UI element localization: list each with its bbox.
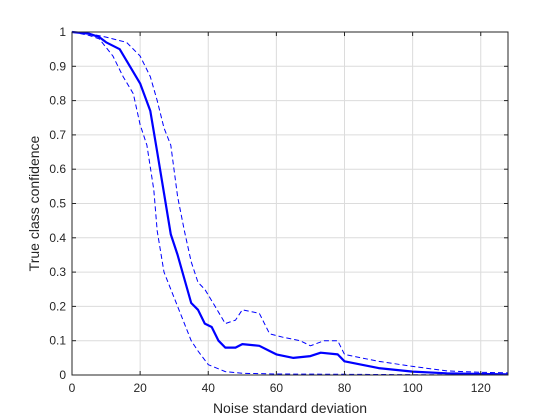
y-tick-label: 0.5	[49, 197, 66, 211]
x-tick-label: 120	[471, 381, 491, 395]
x-axis-label: Noise standard deviation	[213, 400, 367, 416]
y-tick-label: 0.6	[49, 162, 66, 176]
grid	[72, 32, 508, 375]
x-tick-label: 0	[69, 381, 76, 395]
series-line-bound-1	[72, 32, 508, 373]
x-tick-label: 40	[202, 381, 216, 395]
x-tick-label: 60	[270, 381, 284, 395]
y-axis-label: True class confidence	[26, 135, 42, 271]
x-tick-label: 20	[133, 381, 147, 395]
x-tick-label: 80	[338, 381, 352, 395]
x-tick-label: 100	[403, 381, 423, 395]
y-tick-label: 0.7	[49, 128, 66, 142]
y-tick-label: 0.1	[49, 334, 66, 348]
y-tick-label: 0.4	[49, 231, 66, 245]
y-tick-label: 0.2	[49, 299, 66, 313]
y-tick-label: 0.3	[49, 265, 66, 279]
y-tick-label: 1	[59, 25, 66, 39]
y-tick-label: 0.9	[49, 59, 66, 73]
y-tick-label: 0.8	[49, 94, 66, 108]
y-tick-label: 0	[59, 368, 66, 382]
